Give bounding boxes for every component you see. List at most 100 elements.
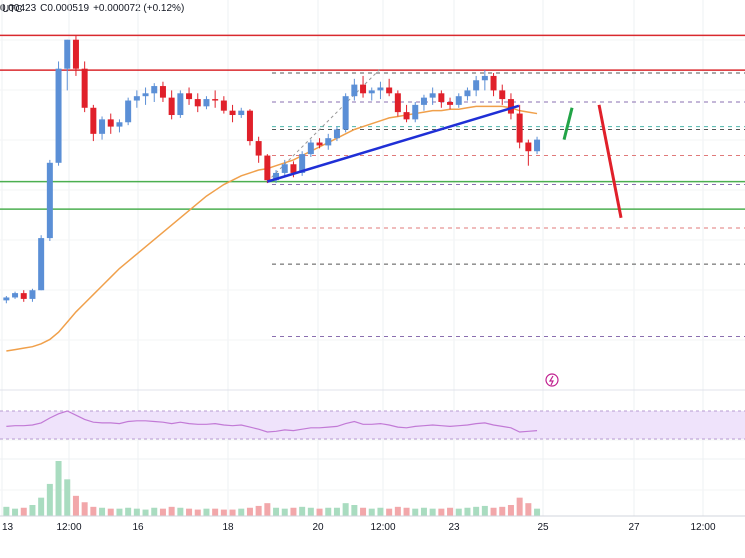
candle-body [38,238,45,291]
candle-body [420,97,427,105]
volume-bar [429,508,436,516]
volume-bar [220,509,227,516]
volume-bar [246,507,253,516]
lightning-icon [548,375,554,386]
volume-bar [38,497,45,516]
volume-bar [186,508,193,516]
volume-bar [177,507,184,516]
moving-average-line [6,105,538,352]
event-marker-icon [545,373,559,387]
volume-bar [473,506,480,516]
volume-bar [99,507,106,516]
volume-bar [481,505,488,516]
volume-bar [107,508,114,516]
volume-bar [307,507,314,516]
rsi-band [0,411,745,439]
volume-bar [72,495,79,516]
candle-body [455,96,462,105]
volume-bar [142,509,149,516]
candle-body [72,39,79,69]
projection-up-line [562,107,574,140]
candle-body [403,112,410,120]
candle-body [212,99,219,101]
x-tick-label: 12:00 [370,522,395,533]
x-tick-label: 23 [448,522,460,533]
volume-bar [81,502,88,516]
volume-bar [64,479,71,516]
volume-bar [342,503,349,516]
symbol-utc: UTC [2,4,27,15]
candle-body [64,39,71,69]
volume-bar [273,507,280,516]
utc-label: UTC [2,4,23,15]
volume-bar [264,503,271,516]
volume-bar [194,509,201,516]
candle-body [516,113,523,143]
volume-bar [464,507,471,516]
rsi-line [6,410,538,433]
x-tick-label: 18 [222,522,234,533]
candle-body [220,100,227,111]
candle-body [360,84,367,94]
x-tick-label: 20 [312,522,324,533]
candle-body [46,162,53,239]
candle-body [168,97,175,116]
volume-bar [159,508,166,516]
candle-body [229,110,236,116]
x-tick-label: 27 [628,522,640,533]
candle-body [99,119,106,134]
candle-body [429,93,436,98]
volume-bar [212,508,219,516]
volume-bar [55,461,62,516]
candle-body [368,90,375,94]
candle-body [507,99,514,114]
candle-body [194,99,201,107]
candle-body [246,110,253,142]
volume-bar [333,507,340,516]
candle-body [299,154,306,173]
open-value: 0.00423 [0,3,37,14]
volume-bar [525,503,532,516]
candle-body [133,96,140,101]
candle-body [238,110,245,116]
candle-body [499,90,506,100]
candle-body [325,138,332,146]
candle-body [159,86,166,98]
candle-body [307,142,314,155]
candle-body [125,100,132,123]
candle-body [12,293,19,298]
volume-bar [90,506,97,516]
candle-body [534,139,541,152]
volume-bar [229,509,236,516]
candle-body [151,86,158,94]
volume-bar [507,505,514,516]
volume-bar [386,508,393,516]
candle-body [386,87,393,94]
volume-bar [133,508,140,516]
volume-bar [12,508,19,516]
x-tick-label: 12:00 [56,522,81,533]
volume-bar [3,506,10,516]
volume-bar [281,508,288,516]
volume-bar [46,483,53,516]
candle-body [81,68,88,108]
volume-bar [534,508,541,516]
x-tick-label: 13 [2,522,14,533]
volume-bar [490,507,497,516]
candle-body [107,119,114,127]
volume-bar [255,505,262,516]
volume-bar [299,506,306,516]
candle-body [255,141,262,156]
x-tick-label: 16 [132,522,144,533]
candle-body [377,87,384,91]
close-value: C0.000519 [40,3,90,14]
candle-body [525,142,532,152]
volume-bar [325,507,332,516]
volume-bar [316,508,323,516]
candle-body [333,129,340,139]
candle-body [342,96,349,130]
candle-body [264,155,271,181]
volume-bar [29,505,36,516]
volume-bar [368,508,375,516]
